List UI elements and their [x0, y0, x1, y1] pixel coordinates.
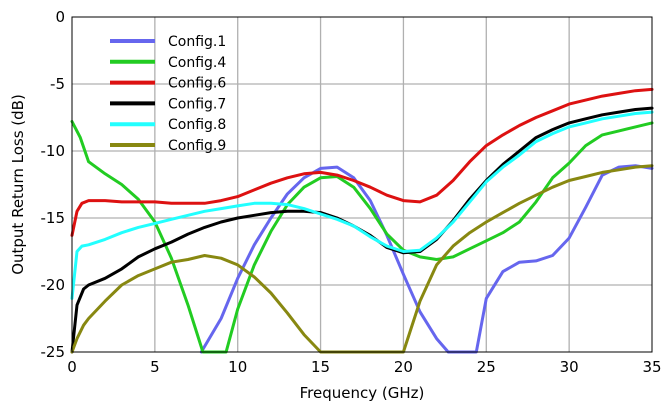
- grid: [72, 17, 652, 352]
- plot-frame: [71, 16, 653, 353]
- y-tick-label: -20: [41, 276, 66, 294]
- x-tick-label: 0: [67, 358, 77, 376]
- x-axis-label: Frequency (GHz): [300, 384, 425, 402]
- y-tick-label: -10: [41, 142, 66, 160]
- x-tick-label: 35: [642, 358, 661, 376]
- x-tick-label: 15: [311, 358, 330, 376]
- legend-label: Config.4: [168, 55, 226, 71]
- legend-label: Config.1: [168, 34, 226, 50]
- y-tick-label: -25: [41, 343, 66, 361]
- y-tick-label: 0: [55, 8, 65, 26]
- x-tick-label: 20: [394, 358, 413, 376]
- series-line-config-1: [199, 164, 654, 354]
- y-tick-label: -5: [50, 75, 65, 93]
- legend: Config.1 Config.4 Config.6 Config.7 Config.8…: [110, 34, 226, 154]
- legend-label: Config.6: [168, 76, 226, 92]
- axis-ticks: 0 5 10 15 20 25 30 35 0 -5 -10 -15 -20 -25: [41, 8, 662, 376]
- series-line-config-8: [70, 110, 654, 300]
- legend-label: Config.8: [168, 117, 226, 133]
- series-layer: [70, 87, 654, 354]
- legend-label: Config.9: [168, 138, 226, 154]
- series-line-config-6: [70, 87, 654, 237]
- y-axis-label: Output Return Loss (dB): [9, 94, 27, 275]
- x-tick-label: 30: [560, 358, 579, 376]
- legend-label: Config.7: [168, 96, 226, 112]
- x-tick-label: 10: [228, 358, 247, 376]
- y-tick-label: -15: [41, 209, 66, 227]
- x-tick-label: 25: [477, 358, 496, 376]
- x-tick-label: 5: [150, 358, 160, 376]
